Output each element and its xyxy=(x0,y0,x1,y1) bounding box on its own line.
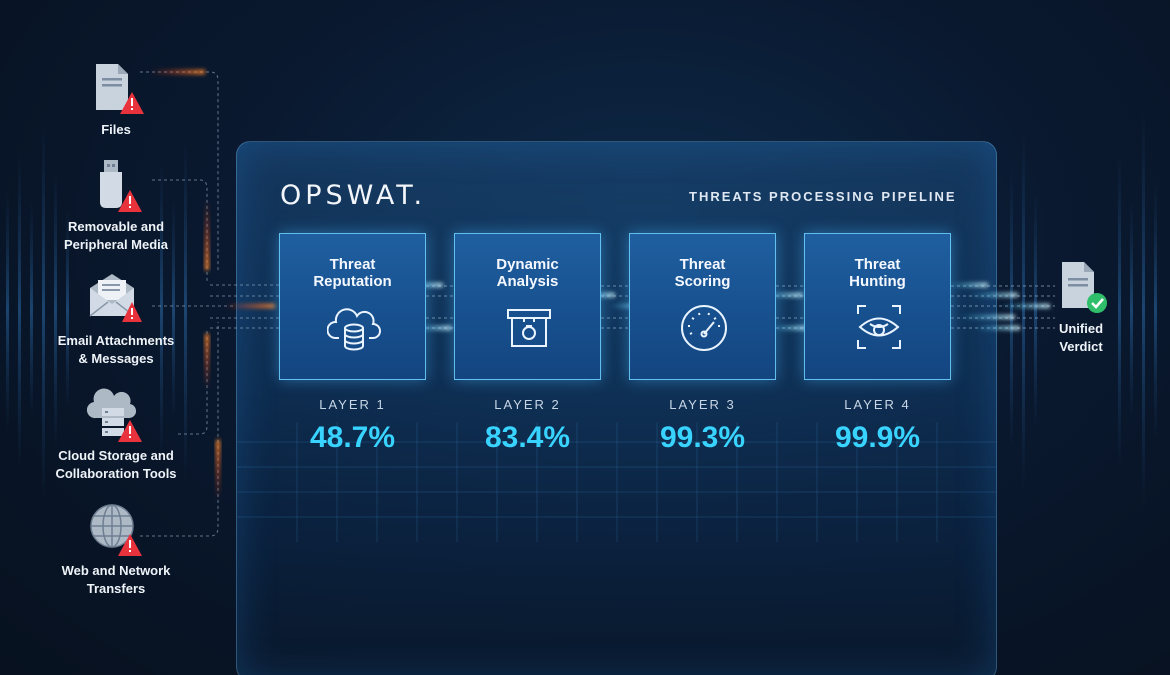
file-warning-icon xyxy=(96,64,144,114)
layer-4-box: Threat Hunting xyxy=(804,233,951,380)
cloud-server-warning-icon xyxy=(86,388,142,442)
file-check-icon xyxy=(1062,262,1107,313)
layer-3-title: Threat Scoring xyxy=(674,256,731,290)
eye-scan-icon xyxy=(857,305,901,349)
layer-2-label: LAYER 2 xyxy=(494,397,561,412)
source-removable-media-label: Removable and Peripheral Media xyxy=(63,219,169,252)
cloud-database-icon xyxy=(327,308,381,351)
source-email-label: Email Attachments & Messages xyxy=(57,333,175,366)
layer-1-title: Threat Reputation xyxy=(313,256,392,290)
pipeline-title: THREATS PROCESSING PIPELINE xyxy=(689,189,957,204)
layer-4-percent: 99.9% xyxy=(834,421,921,454)
layer-1-box: Threat Reputation xyxy=(279,233,426,380)
source-files-label: Files xyxy=(101,122,131,137)
source-web-network-label: Web and Network Transfers xyxy=(61,563,171,596)
layer-4-label: LAYER 4 xyxy=(844,397,911,412)
opswat-logo: OPSWAT. xyxy=(280,180,427,211)
globe-warning-icon xyxy=(90,504,142,556)
panel-grid xyxy=(237,422,996,542)
unified-verdict-label: Unified Verdict xyxy=(1058,321,1104,354)
layer-2-percent: 83.4% xyxy=(484,421,571,454)
usb-warning-icon xyxy=(100,160,142,212)
layer-2-box: Dynamic Analysis xyxy=(454,233,601,380)
layer-3-label: LAYER 3 xyxy=(669,397,736,412)
layer-1-label: LAYER 1 xyxy=(319,397,386,412)
sandbox-box-icon xyxy=(507,309,551,347)
email-warning-icon xyxy=(89,274,142,322)
layer-3-box: Threat Scoring xyxy=(629,233,776,380)
layer-3-percent: 99.3% xyxy=(659,421,746,454)
layer-4-title: Threat Hunting xyxy=(849,256,906,290)
layer-1-percent: 48.7% xyxy=(309,421,396,454)
source-cloud-storage-label: Cloud Storage and Collaboration Tools xyxy=(55,448,177,481)
pipeline-panel xyxy=(236,141,997,675)
gauge-icon xyxy=(681,305,727,351)
layer-2-title: Dynamic Analysis xyxy=(496,256,559,290)
